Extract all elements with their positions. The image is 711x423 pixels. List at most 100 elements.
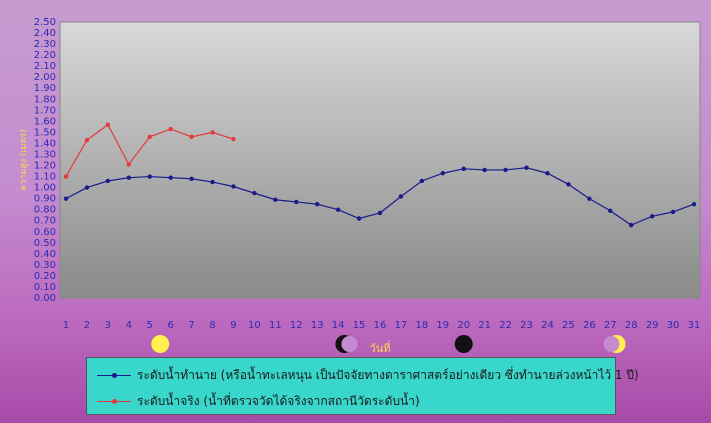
legend-swatch-predicted	[97, 370, 131, 380]
data-point-predicted	[461, 166, 466, 172]
data-point-predicted	[356, 216, 362, 221]
legend-item-predicted: ระดับน้ำทำนาย (หรือน้ำทะเลหนุน เป็นปัจจั…	[97, 366, 639, 384]
data-point-predicted	[105, 178, 111, 184]
y-tick-label: 2.30	[34, 39, 56, 50]
data-point-predicted	[398, 194, 404, 199]
data-point-predicted	[649, 214, 655, 219]
data-point-observed	[147, 134, 152, 140]
x-tick-label: 16	[374, 320, 387, 331]
y-tick-label: 0.10	[34, 282, 56, 293]
y-tick-label: 1.90	[34, 83, 56, 94]
full-moon-icon	[151, 335, 170, 353]
x-tick-label: 14	[332, 320, 345, 331]
data-point-observed	[189, 134, 194, 140]
new-moon-icon	[454, 335, 473, 353]
x-tick-label: 5	[147, 320, 153, 331]
data-point-predicted	[252, 190, 257, 196]
x-tick-label: 6	[167, 320, 173, 331]
data-point-predicted	[419, 178, 425, 184]
y-tick-label: 0.40	[34, 249, 56, 260]
y-tick-label: 1.00	[34, 183, 56, 194]
legend-label-observed: ระดับน้ำจริง (น้ำที่ตรวจวัดได้จริงจากสถา…	[137, 393, 420, 408]
x-axis-label: วันที่	[370, 340, 391, 355]
data-point-predicted	[84, 185, 90, 190]
y-tick-label: 1.60	[34, 116, 56, 127]
y-tick-label: 0.80	[34, 205, 56, 216]
data-point-predicted	[189, 176, 194, 181]
data-point-predicted	[587, 196, 592, 201]
data-point-predicted	[210, 179, 215, 185]
x-tick-label: 4	[126, 320, 132, 331]
data-point-predicted	[524, 165, 529, 170]
plot-area	[59, 21, 701, 299]
x-tick-label: 20	[457, 320, 470, 331]
data-point-predicted	[294, 199, 299, 205]
x-tick-label: 23	[520, 320, 533, 331]
x-tick-label: 24	[541, 320, 554, 331]
data-point-predicted	[377, 210, 383, 216]
data-point-predicted	[670, 209, 676, 215]
y-tick-label: 2.20	[34, 50, 56, 61]
y-tick-label: 2.00	[34, 72, 56, 83]
x-tick-label: 22	[499, 320, 512, 331]
x-tick-label: 7	[188, 320, 194, 331]
data-point-predicted	[231, 184, 236, 189]
data-point-predicted	[566, 182, 571, 187]
x-tick-label: 3	[105, 320, 111, 331]
data-point-predicted	[691, 201, 697, 207]
y-tick-label: 1.20	[34, 161, 56, 172]
y-tick-label: 1.80	[34, 94, 56, 105]
x-tick-label: 21	[478, 320, 491, 331]
y-tick-label: 0.20	[34, 271, 56, 282]
x-tick-label: 31	[688, 320, 701, 331]
data-point-predicted	[168, 175, 173, 180]
legend-item-observed: ระดับน้ำจริง (น้ำที่ตรวจวัดได้จริงจากสถา…	[97, 392, 420, 410]
y-tick-label: 1.40	[34, 138, 56, 149]
data-point-observed	[210, 130, 215, 135]
data-point-observed	[63, 174, 69, 179]
y-tick-label: 1.50	[34, 127, 56, 138]
data-point-predicted	[503, 167, 508, 173]
y-tick-label: 1.10	[34, 172, 56, 183]
x-tick-label: 12	[290, 320, 303, 331]
data-point-predicted	[545, 171, 550, 176]
x-tick-label: 29	[646, 320, 659, 331]
data-point-predicted	[608, 208, 613, 213]
data-point-predicted	[315, 201, 320, 207]
legend-label-predicted: ระดับน้ำทำนาย (หรือน้ำทะเลหนุน เป็นปัจจั…	[137, 367, 639, 382]
legend: ระดับน้ำทำนาย (หรือน้ำทะเลหนุน เป็นปัจจั…	[86, 357, 639, 415]
data-point-predicted	[335, 207, 341, 212]
x-tick-label: 9	[230, 320, 236, 331]
x-tick-label: 2	[84, 320, 90, 331]
x-tick-label: 11	[269, 320, 282, 331]
x-tick-label: 10	[248, 320, 261, 331]
x-tick-label: 18	[415, 320, 428, 331]
legend-swatch-observed	[97, 396, 131, 406]
x-tick-label: 8	[209, 320, 215, 331]
x-tick-label: 1	[63, 320, 69, 331]
x-tick-label: 19	[436, 320, 449, 331]
y-tick-label: 0.60	[34, 227, 56, 238]
y-tick-label: 2.10	[34, 61, 56, 72]
data-point-predicted	[63, 196, 69, 201]
data-point-predicted	[273, 197, 278, 202]
data-point-predicted	[482, 167, 487, 173]
data-point-observed	[126, 162, 131, 167]
last-quarter-moon-icon	[335, 335, 358, 353]
y-tick-label: 2.40	[34, 28, 56, 39]
x-tick-label: 17	[395, 320, 408, 331]
data-point-predicted	[147, 174, 152, 179]
y-tick-label: 2.50	[34, 17, 56, 28]
x-tick-label: 26	[583, 320, 596, 331]
y-tick-label: 0.50	[34, 238, 56, 249]
data-point-predicted	[629, 222, 634, 228]
y-tick-label: 1.30	[34, 149, 56, 160]
y-tick-label: 0.70	[34, 216, 56, 227]
data-point-observed	[231, 136, 236, 142]
y-tick-label: 0.90	[34, 194, 56, 205]
x-tick-label: 15	[353, 320, 366, 331]
data-point-predicted	[126, 175, 131, 180]
data-point-predicted	[440, 171, 445, 176]
y-axis-label: ความสูง (เมตร)	[19, 129, 29, 191]
